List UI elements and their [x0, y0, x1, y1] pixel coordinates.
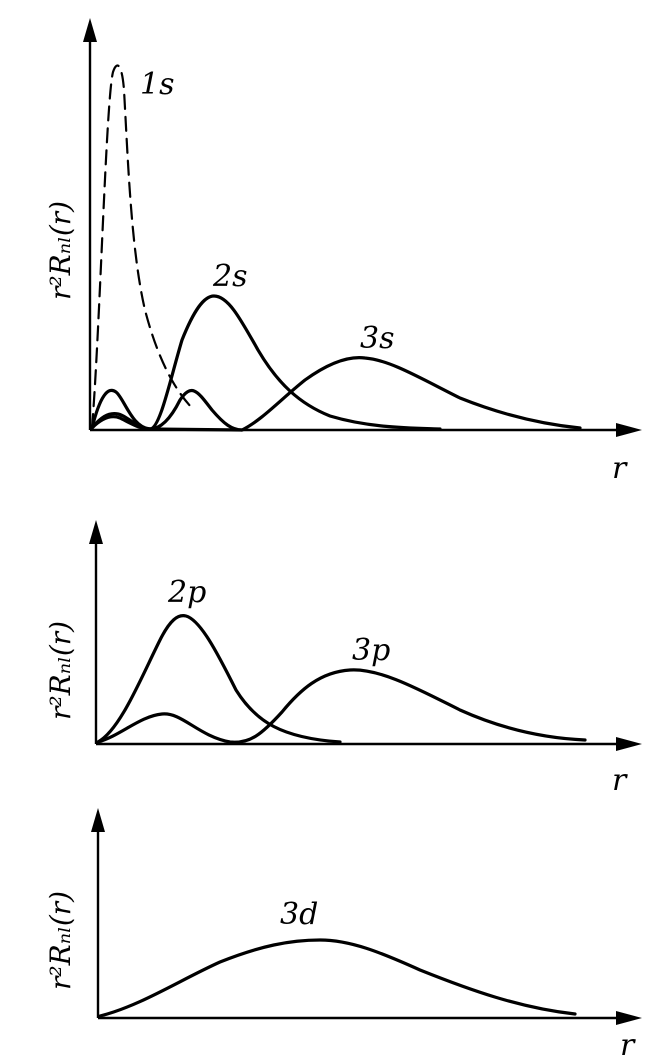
curve-small-s — [90, 388, 244, 432]
curve-2s — [90, 294, 442, 431]
panel-d: 3d r²Rₙₗ(r) r — [44, 808, 642, 1060]
curve-2p — [96, 614, 342, 744]
panel-p: 2p 3p r²Rₙₗ(r) r — [44, 520, 642, 798]
x-axis-arrow-3 — [616, 1011, 642, 1025]
y-axis-label-1: r²Rₙₗ(r) — [44, 201, 77, 300]
y-axis-arrow-3 — [91, 808, 105, 832]
y-axis-arrow-1 — [83, 18, 97, 42]
x-axis-arrow-2 — [616, 737, 642, 751]
curve-1s — [90, 64, 194, 430]
y-axis-label-2: r²Rₙₗ(r) — [44, 621, 77, 720]
label-3p: 3p — [352, 633, 390, 668]
label-1s: 1s — [140, 67, 174, 102]
y-axis-arrow-2 — [89, 520, 103, 544]
panel-s: 1s 2s 3s r²Rₙₗ(r) r — [44, 18, 642, 486]
x-axis-label-1: r — [612, 451, 628, 486]
label-3s: 3s — [360, 321, 394, 356]
x-axis-arrow-1 — [616, 423, 642, 437]
x-axis-label-2: r — [612, 763, 628, 798]
curve-3d — [98, 938, 577, 1018]
label-2p: 2p — [167, 575, 206, 610]
curve-3p — [96, 668, 587, 744]
label-3d: 3d — [280, 897, 318, 932]
x-axis-label-3: r — [620, 1028, 636, 1060]
curve-3s — [90, 356, 582, 432]
y-axis-label-3: r²Rₙₗ(r) — [44, 891, 77, 990]
label-2s: 2s — [212, 259, 247, 294]
